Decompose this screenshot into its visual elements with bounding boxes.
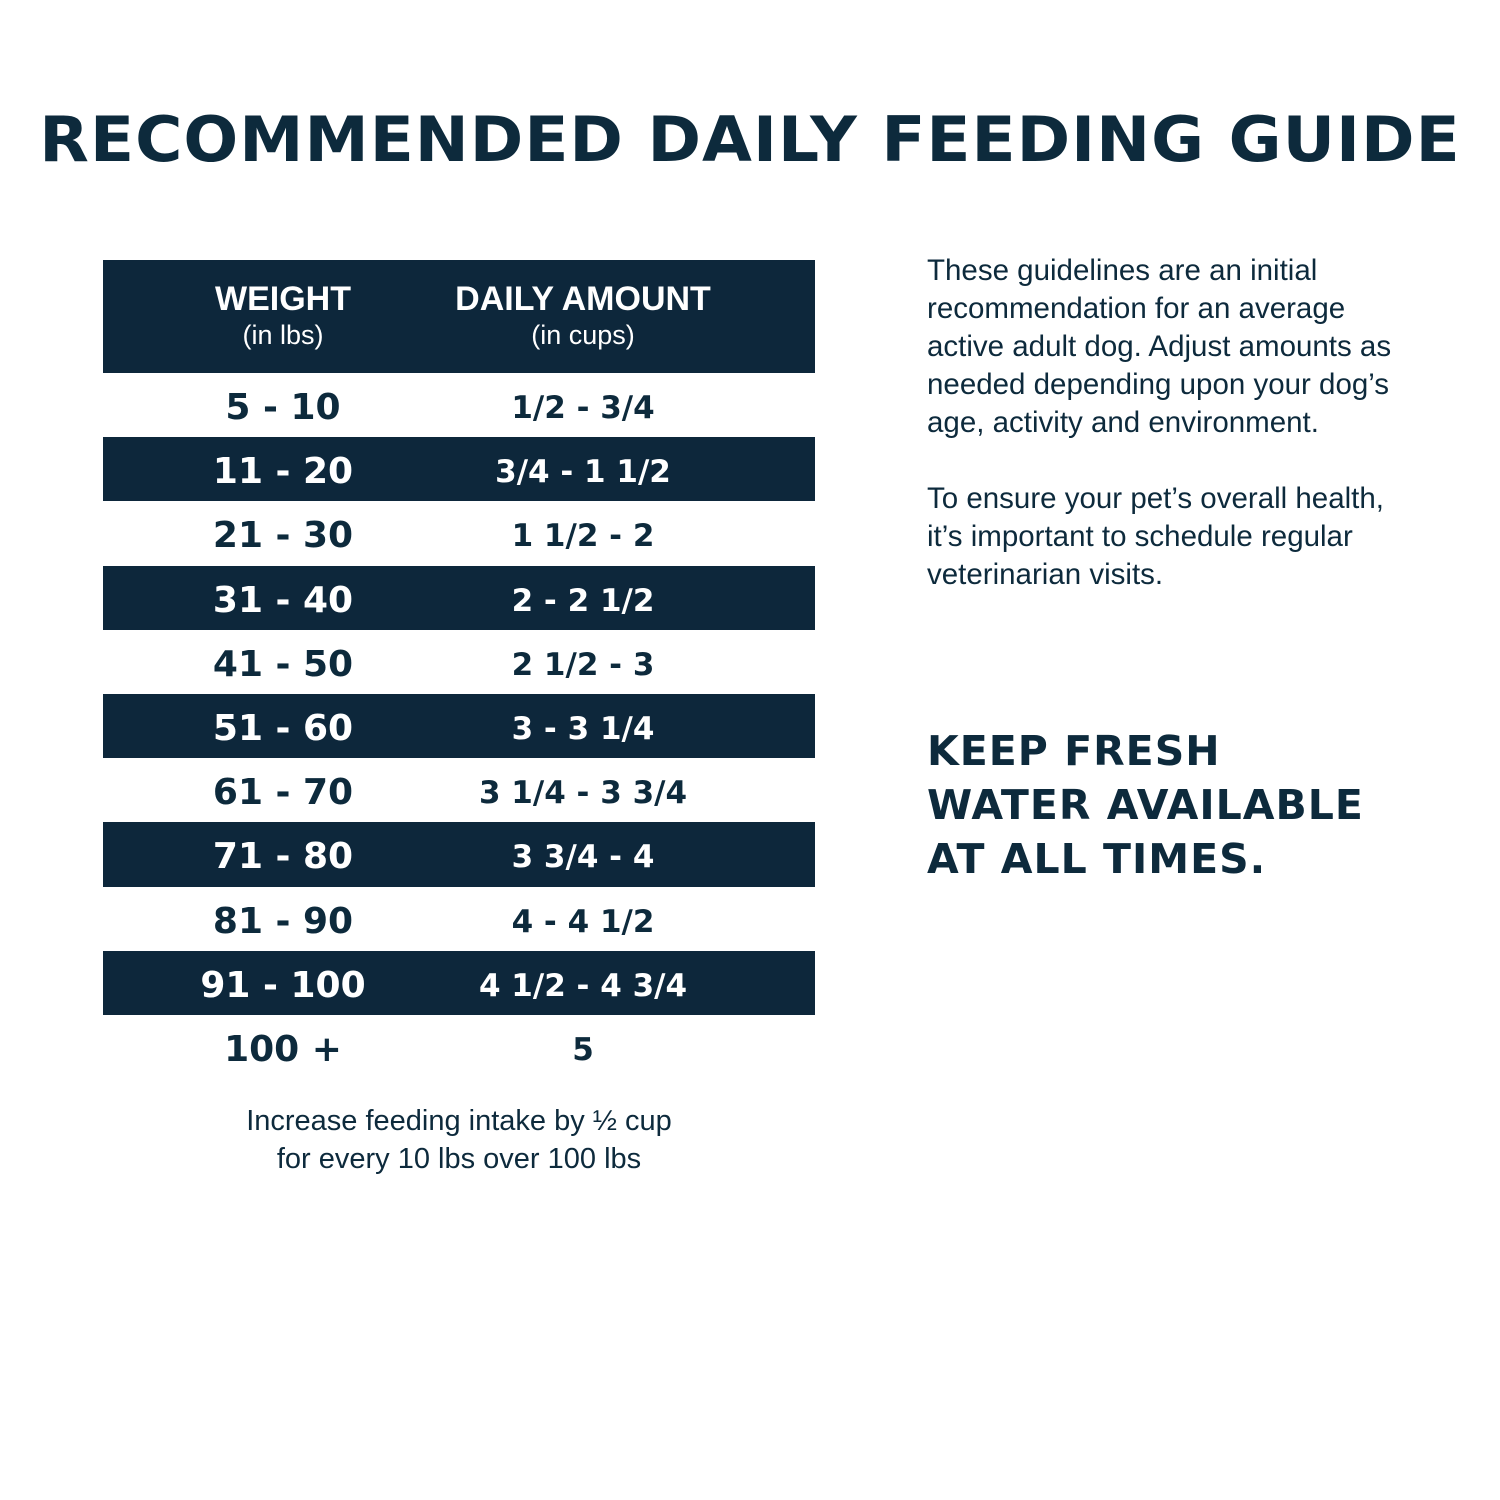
note-line: for every 10 lbs over 100 lbs	[276, 1143, 642, 1175]
amount-cell: 4 1/2 - 4 3/4	[478, 967, 688, 1004]
table-row: 61 - 70 3 1/4 - 3 3/4	[103, 758, 815, 822]
amount-header-label: DAILY AMOUNT	[455, 280, 711, 318]
table-row: 41 - 50 2 1/2 - 3	[103, 630, 815, 694]
weight-header: WEIGHT (in lbs)	[103, 280, 463, 352]
amount-cell: 2 1/2 - 3	[511, 646, 655, 683]
amount-cell: 3 1/4 - 3 3/4	[478, 775, 688, 812]
weight-cell: 61 - 70	[212, 772, 354, 814]
amount-cell: 5	[572, 1031, 594, 1068]
guideline-paragraph: These guidelines are an initial recommen…	[927, 254, 1392, 439]
table-row: 81 - 90 4 - 4 1/2	[103, 887, 815, 951]
amount-cell: 4 - 4 1/2	[511, 903, 655, 940]
weight-cell: 31 - 40	[212, 579, 354, 621]
weight-cell: 21 - 30	[212, 515, 354, 557]
weight-cell: 41 - 50	[212, 643, 354, 685]
guideline-text: These guidelines are an initial recommen…	[927, 252, 1407, 594]
page-title: RECOMMENDED DAILY FEEDING GUIDE	[39, 103, 1461, 176]
amount-cell: 3/4 - 1 1/2	[495, 454, 671, 491]
weight-cell: 71 - 80	[212, 836, 354, 878]
weight-cell: 100 +	[224, 1028, 342, 1070]
table-row: 51 - 60 3 - 3 1/4	[103, 693, 815, 759]
weight-cell: 11 - 20	[212, 451, 354, 493]
table-header: WEIGHT (in lbs) DAILY AMOUNT (in cups)	[103, 260, 815, 373]
amount-cell: 3 - 3 1/4	[511, 710, 655, 747]
weight-cell: 51 - 60	[212, 707, 354, 749]
amount-cell: 3 3/4 - 4	[511, 839, 655, 876]
table-row: 31 - 40 2 - 2 1/2	[103, 565, 815, 630]
table-row: 21 - 30 1 1/2 - 2	[103, 501, 815, 565]
table-row: 11 - 20 3/4 - 1 1/2	[103, 437, 815, 502]
amount-cell: 2 - 2 1/2	[511, 582, 655, 619]
weight-cell: 5 - 10	[225, 387, 341, 428]
weight-header-label: WEIGHT	[215, 280, 351, 318]
weight-cell: 81 - 90	[212, 900, 354, 942]
amount-cell: 1/2 - 3/4	[511, 390, 655, 426]
feeding-table: WEIGHT (in lbs) DAILY AMOUNT (in cups) 5…	[103, 260, 815, 1079]
table-row: 5 - 10 1/2 - 3/4	[103, 373, 815, 437]
overweight-note: Increase feeding intake by ½ cup for eve…	[103, 1102, 815, 1178]
weight-header-unit: (in lbs)	[242, 320, 324, 350]
table-row: 71 - 80 3 3/4 - 4	[103, 822, 815, 887]
amount-header: DAILY AMOUNT (in cups)	[433, 280, 733, 352]
note-line: Increase feeding intake by ½ cup	[246, 1105, 672, 1137]
amount-header-unit: (in cups)	[531, 320, 635, 350]
table-row: 91 - 100 4 1/2 - 4 3/4	[103, 950, 815, 1015]
water-callout: KEEP FRESH WATER AVAILABLE AT ALL TIMES.	[927, 727, 1364, 883]
weight-cell: 91 - 100	[200, 964, 366, 1006]
health-paragraph: To ensure your pet’s overall health, it’…	[927, 482, 1384, 591]
amount-cell: 1 1/2 - 2	[511, 518, 655, 555]
table-row: 100 + 5	[103, 1015, 815, 1079]
